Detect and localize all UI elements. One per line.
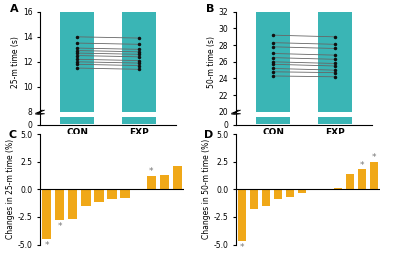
Y-axis label: Changes in 50-m time (%): Changes in 50-m time (%): [202, 139, 211, 240]
Bar: [310, 189, 318, 190]
Bar: [60, 117, 94, 124]
Y-axis label: Changes in 25-m time (%): Changes in 25-m time (%): [6, 139, 15, 239]
Bar: [238, 189, 246, 241]
Text: B: B: [206, 4, 214, 14]
Bar: [134, 189, 143, 190]
Bar: [318, 0, 352, 112]
Bar: [60, 0, 94, 112]
Bar: [55, 189, 64, 220]
Bar: [81, 189, 90, 206]
Bar: [358, 169, 366, 189]
Text: C: C: [8, 130, 16, 140]
Bar: [120, 189, 130, 198]
Bar: [346, 174, 354, 189]
Text: *: *: [57, 222, 62, 231]
Bar: [122, 117, 156, 124]
Bar: [173, 166, 182, 189]
Text: *: *: [44, 241, 49, 250]
Bar: [42, 189, 51, 239]
Bar: [94, 189, 104, 201]
Text: *: *: [372, 153, 376, 162]
Bar: [146, 176, 156, 189]
Bar: [274, 189, 282, 199]
Bar: [107, 189, 117, 199]
Bar: [256, 0, 290, 112]
Text: *: *: [360, 160, 364, 170]
Bar: [334, 188, 342, 189]
Text: *: *: [149, 167, 154, 176]
Text: *: *: [240, 243, 244, 252]
Bar: [370, 162, 378, 189]
Bar: [122, 0, 156, 112]
Bar: [318, 117, 352, 124]
Bar: [160, 175, 169, 189]
Text: A: A: [10, 4, 19, 14]
Bar: [250, 189, 258, 209]
Bar: [298, 189, 306, 193]
Bar: [262, 189, 270, 206]
Bar: [68, 189, 78, 219]
Text: D: D: [204, 130, 214, 140]
Y-axis label: 25-m time (s): 25-m time (s): [11, 36, 20, 88]
Bar: [256, 117, 290, 124]
Y-axis label: 50-m time (s): 50-m time (s): [207, 36, 216, 88]
Bar: [286, 189, 294, 197]
